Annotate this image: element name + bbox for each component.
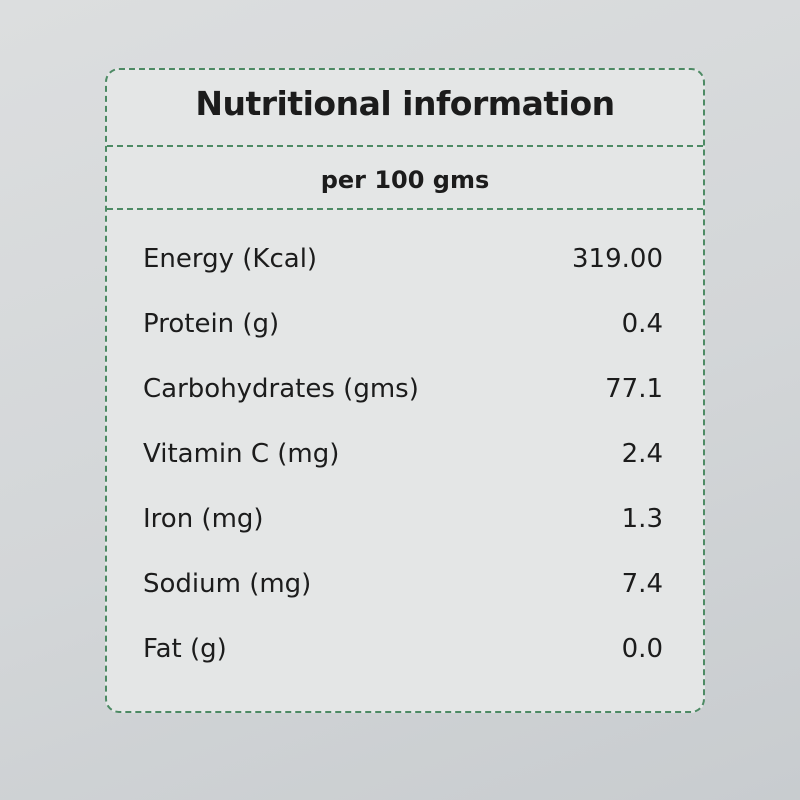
nutrient-value: 2.4 [621,439,663,469]
subtitle: per 100 gms [320,166,490,194]
nutrient-label: Vitamin C (mg) [143,439,340,469]
nutrient-label: Protein (g) [143,309,280,339]
nutrient-value: 319.00 [572,244,663,274]
nutrient-value: 77.1 [605,374,663,404]
nutrient-label: Iron (mg) [143,504,264,534]
nutrient-label: Carbohydrates (gms) [143,374,419,404]
divider [107,208,703,210]
nutrient-row: Iron (mg) 1.3 [143,504,663,544]
nutrient-label: Energy (Kcal) [143,244,318,274]
nutrition-card: Nutritional information per 100 gms Ener… [105,68,705,713]
nutrient-label: Fat (g) [143,634,227,664]
nutrient-value: 0.0 [621,634,663,664]
nutrient-row: Protein (g) 0.4 [143,309,663,349]
nutrient-label: Sodium (mg) [143,569,312,599]
nutrient-row: Fat (g) 0.0 [143,634,663,674]
nutrient-value: 7.4 [621,569,663,599]
nutrient-value: 1.3 [621,504,663,534]
title: Nutritional information [195,84,615,123]
nutrient-row: Sodium (mg) 7.4 [143,569,663,609]
nutrient-row: Energy (Kcal) 319.00 [143,244,663,284]
divider [107,145,703,147]
nutrient-row: Vitamin C (mg) 2.4 [143,439,663,479]
nutrient-value: 0.4 [621,309,663,339]
nutrient-row: Carbohydrates (gms) 77.1 [143,374,663,414]
